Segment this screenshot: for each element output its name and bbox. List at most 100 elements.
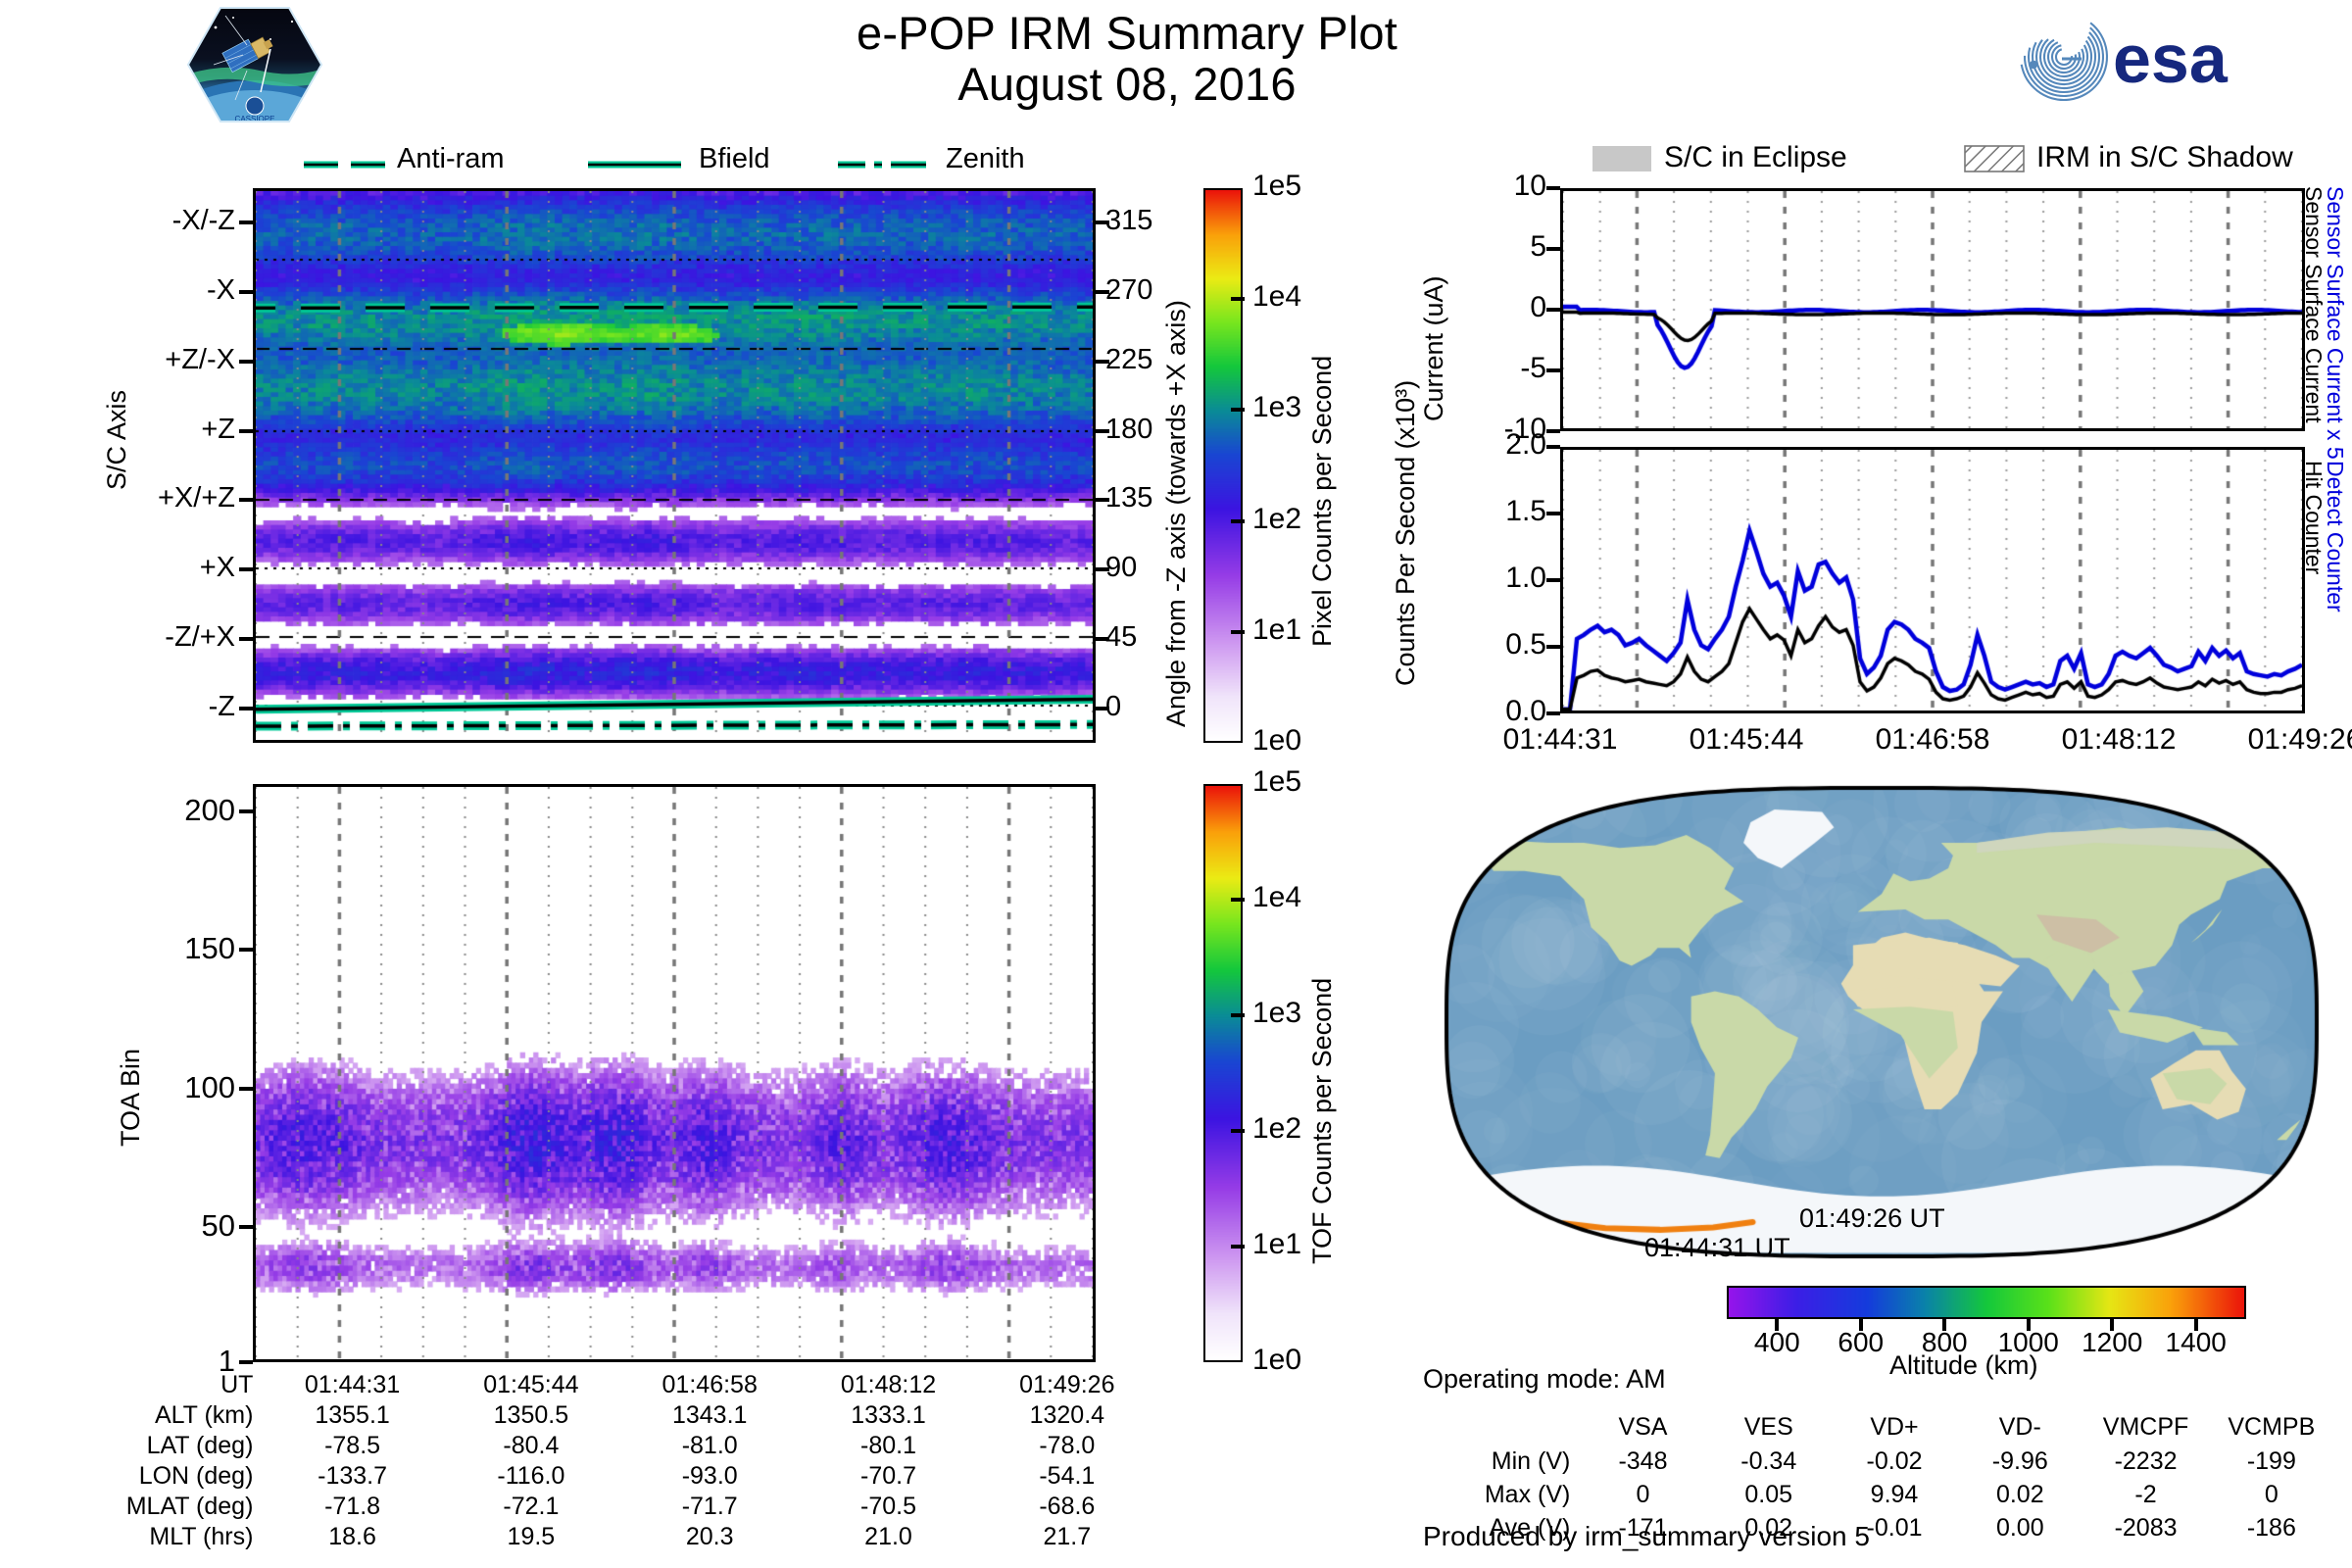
altitude-cbar-tick-1: 600 xyxy=(1838,1327,1885,1357)
ephemeris-row-label: ALT (km) xyxy=(154,1401,254,1429)
ephemeris-row-label: LON (deg) xyxy=(138,1462,254,1490)
legend-label-eclipse: S/C in Eclipse xyxy=(1664,141,1847,173)
axis-tick xyxy=(1546,512,1560,515)
counts-right-label-black: Hit Counter xyxy=(2301,461,2327,575)
axis-tick xyxy=(239,809,253,814)
ephemeris-cell: 01:49:26 xyxy=(1019,1371,1115,1398)
pixel-ytick-7: -Z xyxy=(208,690,235,722)
axis-tick xyxy=(1231,297,1245,302)
altitude-cbar-tick-3: 1000 xyxy=(1997,1327,2059,1357)
ephemeris-row: ALT (km) 1355.1 1350.5 1343.1 1333.1 1320.4 xyxy=(49,1400,1156,1431)
ephemeris-row: UT 01:44:31 01:45:44 01:46:58 01:48:12 01:49:… xyxy=(49,1370,1156,1400)
ephemeris-cell: 01:46:58 xyxy=(662,1371,758,1398)
voltage-row-label: Max (V) xyxy=(1484,1480,1571,1508)
voltage-column-header: VSA xyxy=(1618,1412,1668,1441)
axis-tick xyxy=(239,1360,253,1364)
pixel-y2tick-0: 315 xyxy=(1105,205,1153,237)
ephemeris-cell: -72.1 xyxy=(503,1493,560,1520)
ephemeris-row-label: MLT (hrs) xyxy=(149,1523,254,1550)
axis-legend xyxy=(294,147,1039,186)
voltage-row-label: Min (V) xyxy=(1491,1446,1571,1475)
ephemeris-cell: -71.8 xyxy=(324,1493,381,1520)
ephemeris-cell: -80.1 xyxy=(860,1432,916,1459)
altitude-cbar-tick-2: 800 xyxy=(1921,1327,1968,1357)
voltage-column-header: VES xyxy=(1743,1412,1793,1441)
ephemeris-cell: -78.0 xyxy=(1039,1432,1096,1459)
current-panel xyxy=(1560,188,2305,431)
counts-ytick-3: 0.5 xyxy=(1505,628,1546,661)
legend-label-irm-shadow: IRM in S/C Shadow xyxy=(2036,141,2293,173)
axis-tick xyxy=(239,1224,253,1229)
ephemeris-cell: -80.4 xyxy=(503,1432,560,1459)
axis-tick xyxy=(1231,629,1245,634)
ephemeris-cell: -78.5 xyxy=(324,1432,381,1459)
axis-tick xyxy=(239,359,253,364)
axis-tick xyxy=(239,498,253,503)
altitude-cbar-tick-4: 1200 xyxy=(2082,1327,2143,1357)
legend-label-zenith: Zenith xyxy=(946,143,1025,174)
ephemeris-cell: -54.1 xyxy=(1039,1462,1096,1490)
ephemeris-cell: 20.3 xyxy=(685,1523,734,1550)
pixel-y2tick-5: 90 xyxy=(1105,552,1138,584)
pixel-cbar-tick-4: 1e1 xyxy=(1252,612,1302,646)
altitude-cbar-tick-5: 1400 xyxy=(2165,1327,2227,1357)
current-ytick-0: 10 xyxy=(1513,170,1546,202)
counts-ytick-1: 1.5 xyxy=(1505,495,1546,527)
axis-tick xyxy=(1546,578,1560,582)
axis-tick xyxy=(1096,498,1109,503)
voltage-table: VSA VES VD+ VD- VMCPF VCMPB Min (V) -348 -0.34 -0… xyxy=(1423,1409,2334,1544)
pixel-cbar-tick-0: 1e5 xyxy=(1252,170,1302,202)
page-subtitle: August 08, 2016 xyxy=(957,58,1297,110)
ephemeris-row-label: MLAT (deg) xyxy=(125,1493,254,1520)
axis-tick xyxy=(1231,1129,1245,1133)
axis-tick xyxy=(239,636,253,641)
current-ytick-3: -5 xyxy=(1520,352,1546,384)
toa-ytick-0: 200 xyxy=(184,793,235,828)
voltage-cell: 0 xyxy=(1636,1480,1650,1508)
voltage-cell: -0.01 xyxy=(1866,1513,1923,1542)
ephemeris-cell: 1343.1 xyxy=(671,1401,748,1429)
ephemeris-cell: 18.6 xyxy=(328,1523,376,1550)
toa-colorbar-label: TOF Counts per Second xyxy=(1307,977,1337,1264)
axis-tick xyxy=(1096,567,1109,572)
voltage-cell: 0.02 xyxy=(1744,1513,1793,1542)
ephemeris-cell: 21.0 xyxy=(864,1523,912,1550)
voltage-row: Max (V) 0 0.05 9.94 0.02 -2 0 xyxy=(1423,1478,2334,1511)
ephemeris-row: LAT (deg) -78.5 -80.4 -81.0 -80.1 -78.0 xyxy=(49,1431,1156,1461)
ephemeris-cell: 1355.1 xyxy=(315,1401,390,1429)
voltage-cell: 9.94 xyxy=(1870,1480,1919,1508)
ephemeris-cell: 01:44:31 xyxy=(304,1371,401,1398)
ephemeris-cell: -70.5 xyxy=(860,1493,916,1520)
cassiope-logo: CASSIOPE xyxy=(186,6,323,123)
pixel-y2tick-4: 135 xyxy=(1105,482,1153,514)
toa-colorbar xyxy=(1203,784,1243,1362)
voltage-row-label: Ave (V) xyxy=(1489,1513,1571,1542)
world-map[interactable] xyxy=(1441,782,2323,1262)
toa-ytick-2: 100 xyxy=(184,1069,235,1104)
toa-cbar-tick-2: 1e3 xyxy=(1252,997,1302,1029)
pixel-y2tick-1: 270 xyxy=(1105,274,1153,307)
pixel-y2tick-7: 0 xyxy=(1105,690,1122,722)
counts-ytick-0: 2.0 xyxy=(1505,428,1546,461)
ephemeris-cell: -133.7 xyxy=(318,1462,388,1490)
ephemeris-cell: 1350.5 xyxy=(493,1401,569,1429)
ephemeris-cell: 21.7 xyxy=(1043,1523,1092,1550)
axis-tick xyxy=(239,220,253,225)
pixel-y2tick-2: 225 xyxy=(1105,343,1153,375)
toa-ytick-4: 1 xyxy=(218,1344,235,1378)
axis-tick xyxy=(1546,445,1560,449)
ephemeris-cell: 19.5 xyxy=(507,1523,556,1550)
axis-tick xyxy=(1942,1319,1947,1331)
voltage-cell: -2083 xyxy=(2114,1513,2178,1542)
voltage-cell: -348 xyxy=(1618,1446,1668,1475)
ephemeris-row: LON (deg) -133.7 -116.0 -93.0 -70.7 -54.1 xyxy=(49,1461,1156,1492)
right-time-tick-2: 01:46:58 xyxy=(1875,723,1990,756)
pixel-ytick-3: +Z xyxy=(201,413,235,445)
ephemeris-row: MLAT (deg) -71.8 -72.1 -71.7 -70.5 -68.6 xyxy=(49,1492,1156,1522)
axis-tick xyxy=(1096,636,1109,641)
voltage-cell: -9.96 xyxy=(1991,1446,2048,1475)
right-time-tick-0: 01:44:31 xyxy=(1502,723,1618,756)
voltage-corner-cell xyxy=(1423,1409,1580,1445)
axis-tick xyxy=(239,428,253,433)
axis-tick xyxy=(1546,711,1560,715)
